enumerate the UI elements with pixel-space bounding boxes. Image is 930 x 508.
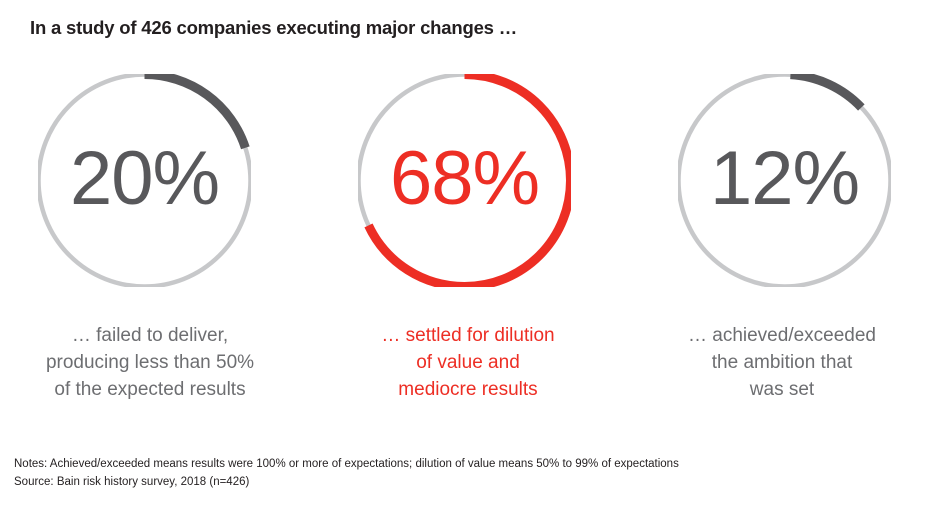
page-title: In a study of 426 companies executing ma…: [30, 17, 517, 38]
donut-chart-dilution-of-value: 68%: [358, 74, 571, 287]
donut-chart-failed-to-deliver: 20%: [38, 74, 251, 287]
caption-line: of value and: [416, 352, 520, 373]
donut-value-1: 20%: [69, 135, 220, 221]
caption-line: … achieved/exceeded: [687, 325, 876, 346]
donut-value-2: 68%: [389, 135, 540, 221]
caption-line: the ambition that: [711, 352, 853, 373]
footnote-notes: Notes: Achieved/exceeded means results w…: [14, 458, 679, 470]
donut-svg-2: [358, 74, 571, 287]
caption-line: producing less than 50%: [45, 352, 255, 373]
donut-caption-2: … settled for dilution of value and medi…: [318, 322, 618, 403]
caption-line: was set: [749, 379, 815, 400]
donut-arc-1: [38, 74, 251, 287]
donut-chart-group: 20% 68% 12%: [0, 60, 930, 310]
caption-line: … failed to deliver,: [71, 325, 229, 346]
caption-line: mediocre results: [398, 379, 538, 400]
caption-line: of the expected results: [54, 379, 246, 400]
donut-svg-1: [38, 74, 251, 287]
donut-caption-3: … achieved/exceeded the ambition that wa…: [632, 322, 930, 403]
donut-svg-3: [678, 74, 891, 287]
donut-arc-2: [358, 74, 571, 287]
footnote-source: Source: Bain risk history survey, 2018 (…: [14, 476, 250, 488]
caption-line: … settled for dilution: [381, 325, 555, 346]
donut-chart-achieved-exceeded: 12%: [678, 74, 891, 287]
donut-value-3: 12%: [709, 135, 860, 221]
donut-caption-1: … failed to deliver, producing less than…: [0, 322, 300, 403]
donut-track-3: [678, 74, 891, 287]
footnotes: Notes: Achieved/exceeded means results w…: [14, 455, 679, 491]
